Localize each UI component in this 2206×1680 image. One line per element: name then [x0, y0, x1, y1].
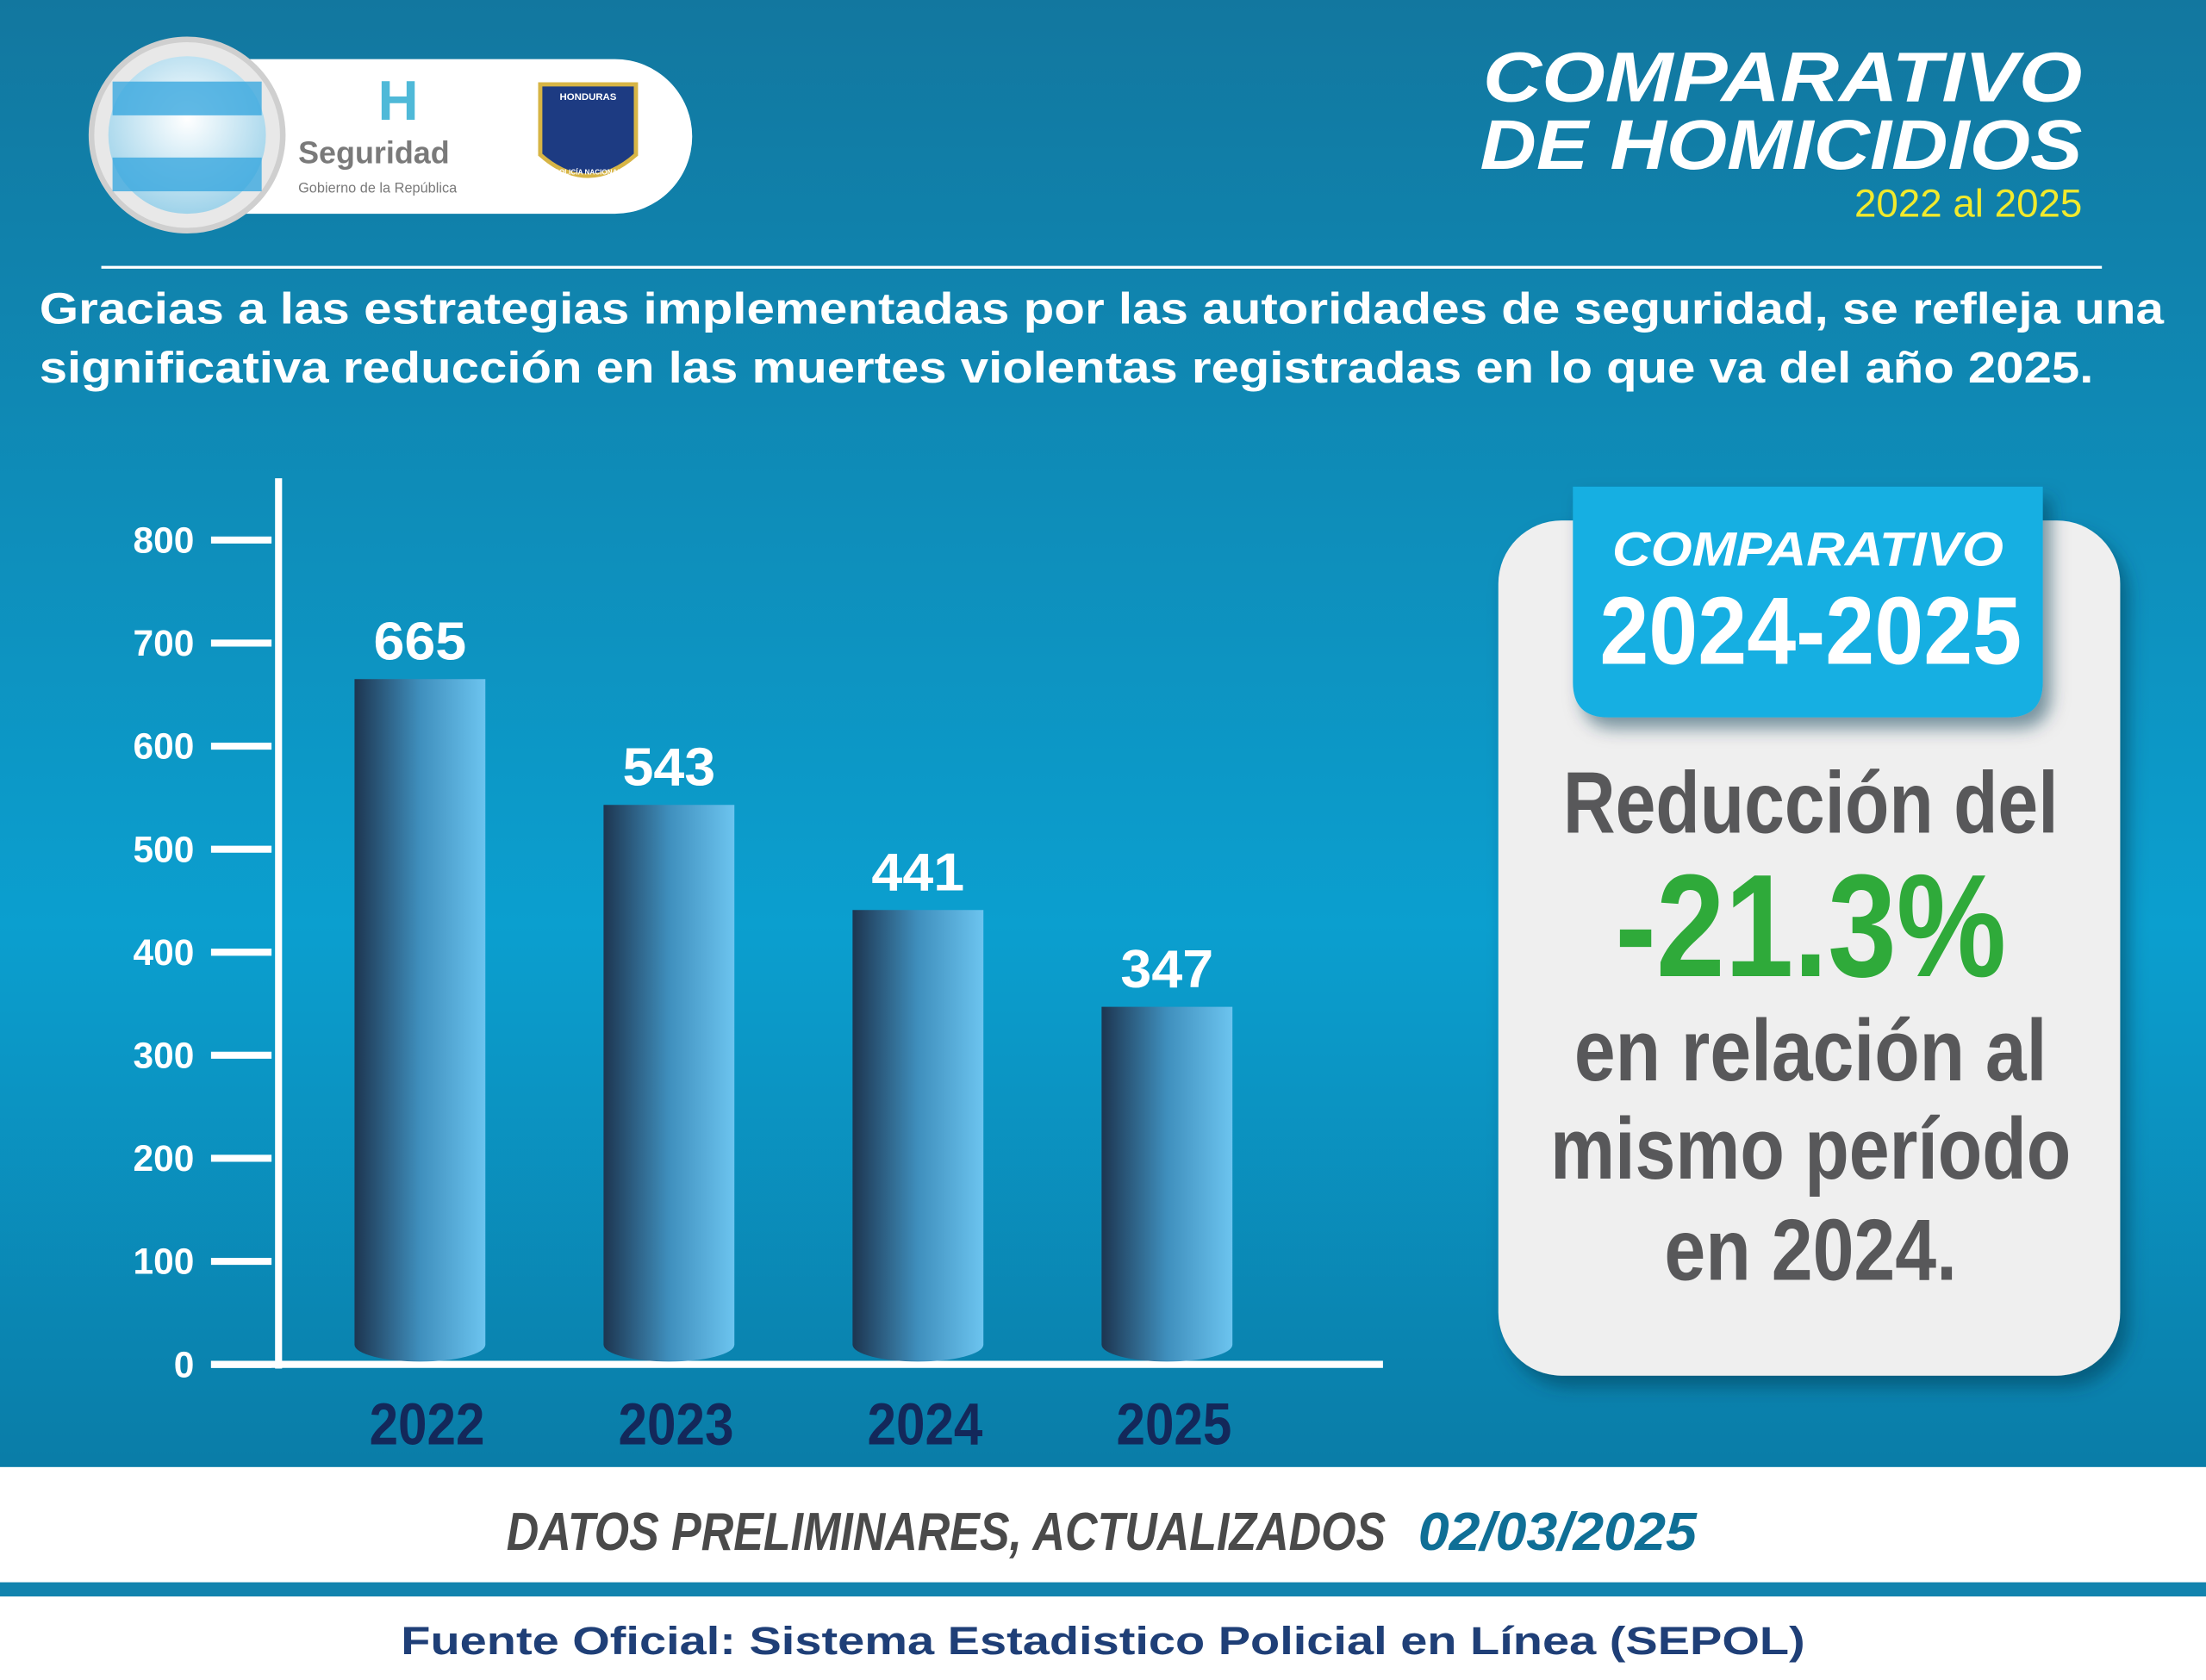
- panel: [1498, 520, 2121, 1376]
- panel-label: COMPARATIVO: [1612, 522, 2003, 576]
- logo-caption: Gobierno de la República: [298, 181, 458, 196]
- footer-note: DATOS PRELIMINARES, ACTUALIZADOS: [507, 1503, 1386, 1562]
- x-tick-label: 2025: [1117, 1391, 1232, 1458]
- intro-line: Gracias a las estrategias implementadas …: [40, 284, 2165, 333]
- bar-chart: 0 100 200 300 400 500 600 700 800 665 2022 543 2023 4…: [133, 478, 1383, 1458]
- panel-highlight: -21.3%: [1615, 843, 2006, 1007]
- panel-text: en relación al: [1574, 1002, 2047, 1099]
- y-tick-label: 100: [133, 1241, 194, 1282]
- footer-band: [0, 1466, 2206, 1583]
- value-label: 441: [871, 843, 964, 902]
- source: Fuente Oficial: Sistema Estadistico Poli…: [401, 1619, 1804, 1663]
- footer-date: 02/03/2025: [1418, 1503, 1698, 1562]
- x-tick-label: 2024: [868, 1391, 983, 1458]
- bar: [354, 679, 486, 1362]
- y-tick-label: 600: [133, 726, 194, 767]
- value-label: 665: [373, 612, 466, 671]
- x-tick-label: 2022: [370, 1391, 485, 1458]
- panel-text: mismo período: [1550, 1100, 2071, 1198]
- value-label: 347: [1120, 940, 1213, 999]
- y-tick-label: 300: [133, 1036, 194, 1076]
- subtitle: 2022 al 2025: [1854, 181, 2082, 225]
- flag-stripe: [112, 157, 262, 192]
- bar: [603, 805, 735, 1362]
- y-tick-label: 800: [133, 520, 194, 561]
- y-tick-label: 400: [133, 932, 194, 973]
- badge-bottom: POLICÍA NACIONAL: [554, 167, 621, 176]
- y-tick-label: 200: [133, 1138, 194, 1179]
- flag-stripe: [112, 81, 262, 115]
- panel-text: en 2024.: [1664, 1202, 1957, 1299]
- badge-top: HONDURAS: [559, 92, 616, 103]
- bar: [852, 910, 984, 1362]
- y-tick-label: 500: [133, 829, 194, 869]
- y-tick-label: 700: [133, 623, 194, 663]
- title-line: DE HOMICIDIOS: [1480, 106, 2083, 184]
- x-tick-label: 2023: [619, 1391, 734, 1458]
- title-line: COMPARATIVO: [1483, 39, 2083, 117]
- intro-line: significativa reducción en las muertes v…: [40, 343, 2094, 392]
- bar: [1101, 1006, 1233, 1362]
- panel-header: [1573, 486, 2043, 718]
- panel-text: Reducción del: [1563, 755, 2059, 852]
- source-band: [0, 1596, 2206, 1680]
- y-tick-label: 0: [174, 1344, 195, 1384]
- value-label: 543: [622, 737, 715, 797]
- police-badge: [538, 82, 639, 178]
- logo-mark: H: [377, 69, 418, 132]
- panel-period: 2024-2025: [1599, 578, 2022, 685]
- logo-name: Seguridad: [298, 134, 450, 170]
- footer-stripe: [0, 1582, 2206, 1597]
